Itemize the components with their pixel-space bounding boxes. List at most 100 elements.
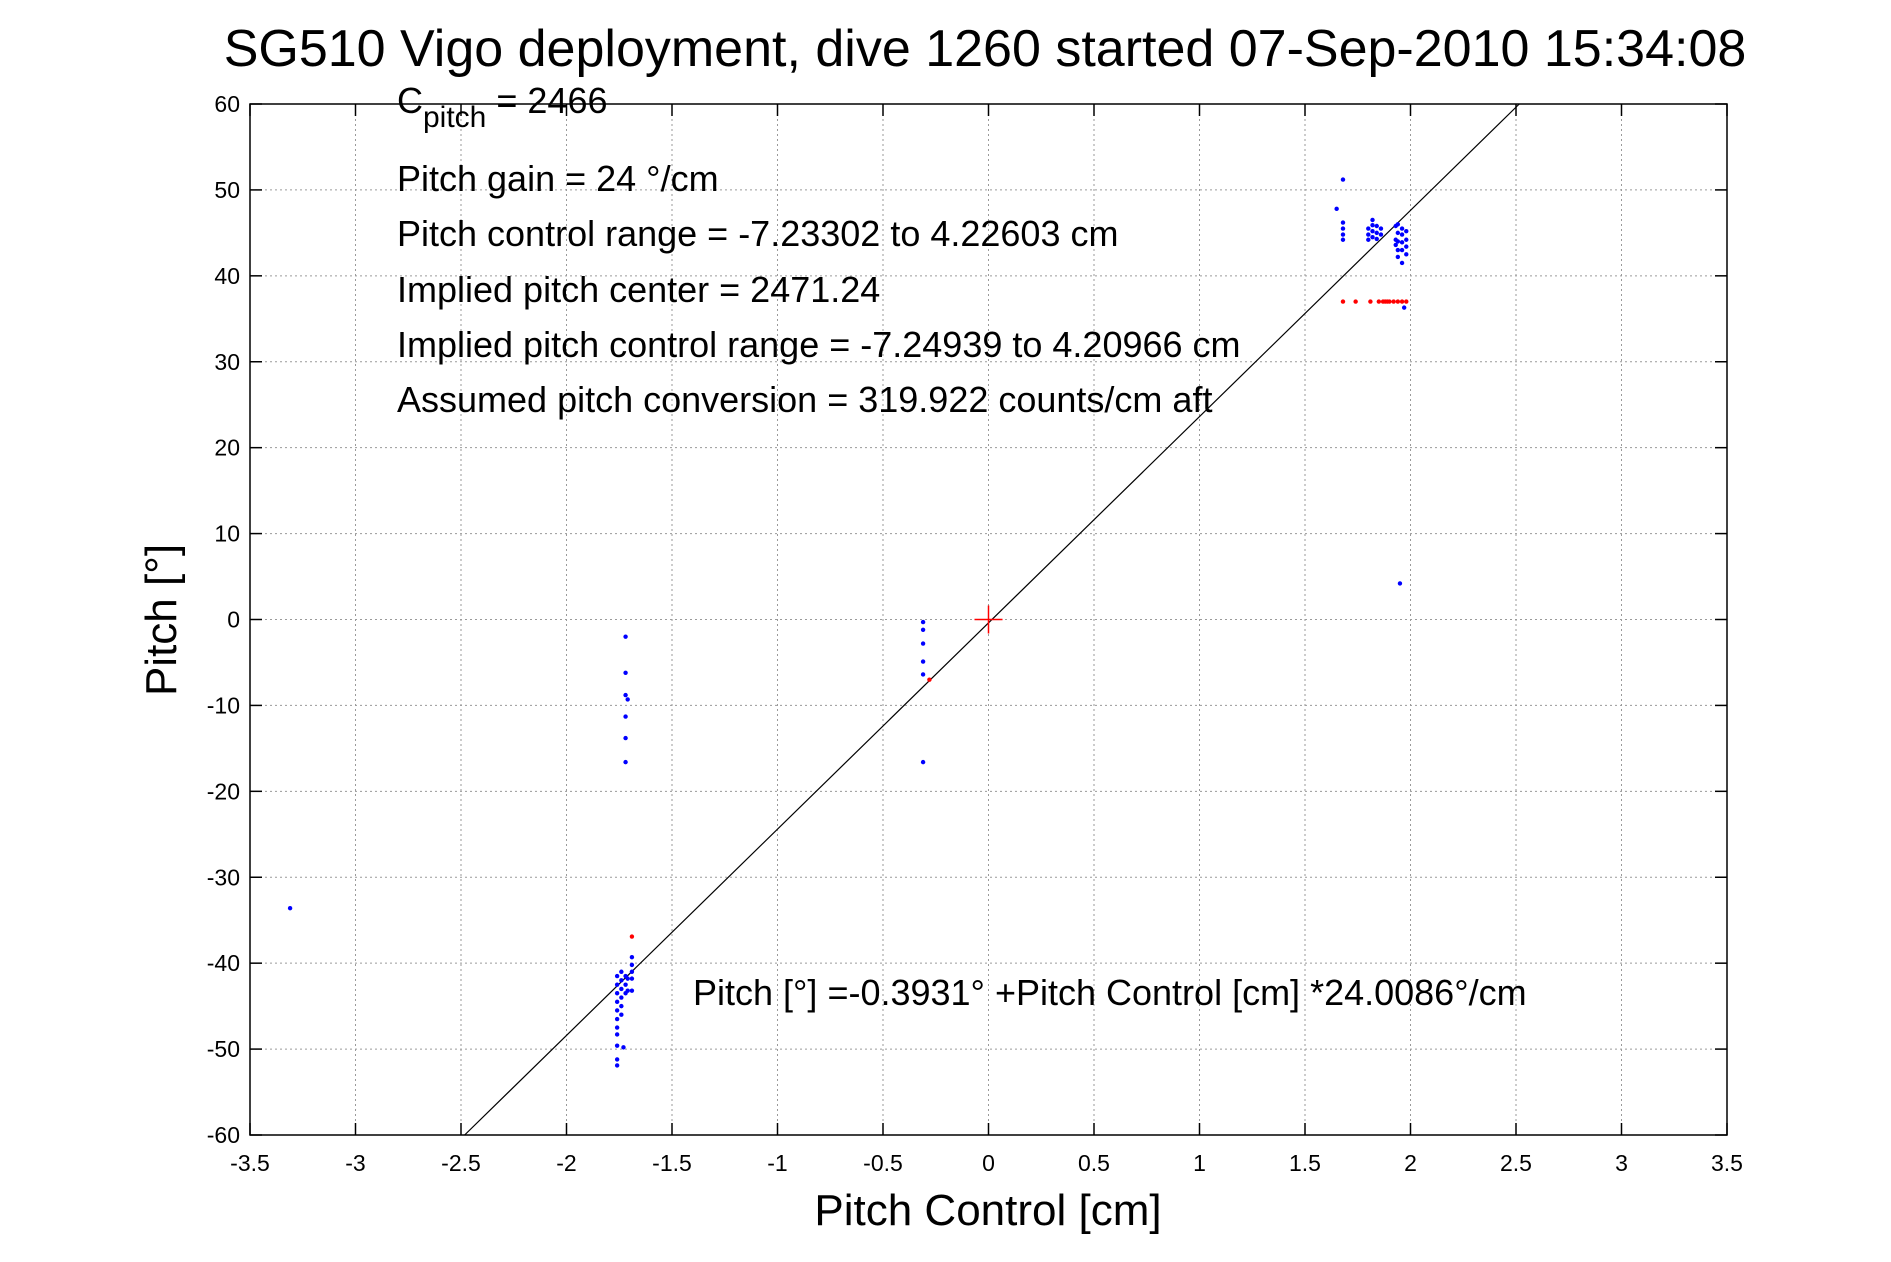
blue-data-point [1401,305,1407,310]
blue-data-point [623,759,628,765]
x-tick-label: -1.5 [652,1150,692,1176]
blue-data-point [920,619,926,625]
blue-data-point [625,988,630,993]
blue-data-point [629,976,635,981]
x-tick-label: 3.5 [1711,1150,1743,1176]
blue-data-point [1374,236,1379,242]
blue-data-point [920,659,926,664]
assumed-pitch-conversion-annotation: Assumed pitch conversion = 319.922 count… [397,379,1212,420]
red-data-point [1368,299,1373,304]
blue-data-point [623,670,628,675]
blue-data-point [1366,237,1371,242]
blue-data-point [614,1025,620,1030]
pitch-gain-annotation: Pitch gain = 24 °/cm [397,158,719,199]
blue-data-point [619,995,624,1000]
x-tick-label: -3 [345,1150,365,1176]
center-marker-group [974,605,1003,634]
blue-data-point [623,634,628,639]
red-data-point [927,677,932,682]
red-data-point [1395,299,1401,304]
blue-data-point [623,982,628,987]
x-tick-label: 0 [982,1150,995,1176]
blue-data-point [1366,232,1371,237]
blue-data-point [619,1012,624,1017]
blue-data-point [1399,247,1405,253]
blue-data-point [1370,222,1375,228]
blue-data-point [619,1003,624,1009]
implied-pitch-control-range-annotation: Implied pitch control range = -7.24939 t… [397,324,1241,365]
blue-data-point [1366,226,1371,231]
y-axis-ticks: -60 -50 -40 -30 -20 -10 0 10 20 30 40 50 60 [207,91,1727,1148]
blue-data-point [1404,237,1409,242]
blue-data-point [1393,242,1398,248]
blue-data-point [629,962,635,968]
red-data-point [1391,299,1396,304]
blue-data-point [621,1045,626,1050]
blue-data-point [614,1008,620,1013]
blue-data-point [1404,244,1409,249]
y-tick-label: 10 [214,521,240,547]
x-tick-label: -1 [767,1150,787,1176]
blue-data-point [1395,247,1401,253]
y-tick-label: 0 [227,607,240,633]
y-tick-label: 20 [214,435,240,461]
blue-data-point [1399,260,1405,266]
y-axis-label: Pitch [°] [137,544,186,696]
blue-data-point [920,641,926,646]
blue-data-point [625,697,630,702]
y-tick-label: -60 [207,1122,240,1148]
x-tick-label: 1.5 [1289,1150,1321,1176]
red-data-point [629,934,635,939]
blue-data-point [614,973,620,979]
x-tick-label: -0.5 [863,1150,903,1176]
x-tick-label: 3 [1615,1150,1628,1176]
blue-data-point [614,991,620,996]
x-axis-ticks: -3.5 -3 -2.5 -2 -1.5 -1 -0.5 0 0.5 1 1.5 2 2.5 3 3.5 [230,104,1743,1176]
blue-data-point [625,976,630,981]
blue-data-point [1395,222,1401,227]
blue-data-point [1378,226,1384,231]
blue-data-point [1395,239,1401,244]
blue-data-point [614,1063,620,1068]
red-data-point [1340,299,1346,304]
scatter-points [287,177,1409,1068]
blue-data-point [1334,206,1339,212]
blue-data-point [619,969,624,974]
blue-data-point [287,905,293,911]
blue-data-point [920,627,926,633]
x-tick-label: 0.5 [1078,1150,1110,1176]
y-tick-label: -20 [207,778,240,804]
y-tick-label: -50 [207,1036,240,1062]
y-tick-label: -30 [207,864,240,890]
blue-data-point [614,982,620,987]
x-axis-label: Pitch Control [cm] [814,1186,1161,1235]
blue-data-point [1399,240,1405,245]
blue-data-point [629,954,635,960]
blue-data-point [614,1057,620,1062]
y-tick-label: -40 [207,950,240,976]
chart-title: SG510 Vigo deployment, dive 1260 started… [224,20,1747,78]
blue-data-point [1370,217,1375,223]
x-tick-label: -2 [556,1150,576,1176]
blue-data-point [614,999,620,1005]
y-tick-label: 60 [214,91,240,117]
cpitch-subscript: pitch [423,101,486,134]
red-data-point [1353,299,1358,304]
implied-pitch-center-annotation: Implied pitch center = 2471.24 [397,269,880,310]
blue-data-point [1374,223,1379,229]
red-data-point [1387,299,1392,304]
blue-data-point [1340,177,1346,182]
red-series [629,299,1409,939]
blue-data-point [1395,254,1401,260]
blue-data-point [1404,228,1409,234]
blue-data-point [619,986,624,992]
blue-data-point [1399,232,1405,237]
red-data-point [1399,299,1405,304]
cpitch-annotation: Cpitch = 2466 [397,80,608,134]
blue-data-point [920,759,926,765]
red-data-point [1376,299,1382,304]
blue-data-point [1399,226,1405,231]
red-data-point [1404,299,1409,304]
